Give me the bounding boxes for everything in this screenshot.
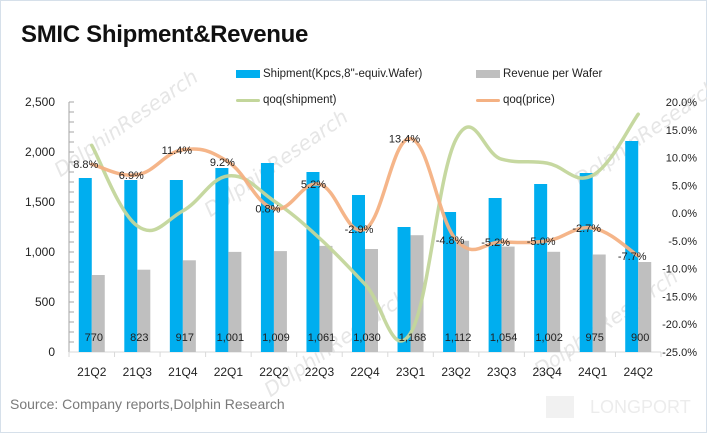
- left-axis-tick-label: 2,500: [25, 95, 55, 109]
- bar-revenue: [228, 251, 242, 352]
- data-label-qoq-price: 5.2%: [301, 179, 326, 191]
- line-qoq-price: [90, 136, 640, 258]
- data-label-qoq-price: -5.2%: [481, 237, 510, 249]
- bar-revenue: [456, 240, 470, 352]
- data-label-revenue: 770: [85, 332, 103, 344]
- data-label-qoq-price: 8.8%: [73, 159, 98, 171]
- legend-swatch-revenue: [476, 70, 500, 78]
- x-axis-tick-label: 22Q1: [214, 365, 244, 379]
- bar-revenue: [365, 249, 378, 352]
- bar-shipment: [78, 178, 92, 352]
- data-label-qoq-price: -4.8%: [436, 235, 465, 247]
- left-axis-tick-label: 2,000: [25, 145, 55, 159]
- left-axis-tick-label: 0: [48, 345, 55, 359]
- legend-label-qoq-shipment: qoq(shipment): [263, 94, 337, 106]
- data-label-qoq-price: 0.8%: [255, 204, 280, 216]
- right-axis-tick-label: 0.0%: [672, 208, 697, 220]
- bar-shipment: [488, 198, 502, 352]
- data-label-revenue: 900: [631, 332, 649, 344]
- legend-label-qoq-price: qoq(price): [503, 94, 555, 106]
- x-axis-tick-label: 23Q3: [487, 365, 517, 379]
- x-axis-tick-label: 24Q2: [624, 365, 654, 379]
- right-axis-tick-label: -5.0%: [668, 236, 697, 248]
- x-axis-tick-label: 22Q4: [350, 365, 380, 379]
- legend-label-revenue: Revenue per Wafer: [503, 68, 603, 80]
- source-note: Source: Company reports,Dolphin Research: [10, 396, 285, 412]
- left-axis-tick-label: 1,000: [25, 245, 55, 259]
- bar-shipment: [443, 212, 457, 352]
- x-axis-tick-label: 21Q4: [168, 365, 198, 379]
- legend-item-shipment: Shipment(Kpcs,8"-equiv.Wafer): [236, 68, 422, 80]
- line-qoq-shipment: [90, 112, 640, 343]
- right-axis-tick-label: -25.0%: [662, 347, 697, 359]
- bar-shipment: [625, 141, 639, 352]
- bar-revenue: [91, 275, 105, 352]
- data-label-qoq-price: 13.4%: [389, 134, 420, 146]
- data-label-revenue: 1,009: [262, 332, 290, 344]
- data-label-revenue: 1,030: [353, 332, 381, 344]
- bar-shipment: [534, 184, 548, 352]
- bar-shipment: [579, 173, 593, 352]
- right-axis-tick-label: -20.0%: [662, 319, 697, 331]
- bar-revenue: [137, 269, 151, 352]
- legend-label-shipment: Shipment(Kpcs,8"-equiv.Wafer): [263, 68, 423, 80]
- x-axis-tick-label: 21Q2: [77, 365, 107, 379]
- data-label-revenue: 1,002: [535, 332, 563, 344]
- x-axis-tick-label: 23Q1: [396, 365, 426, 379]
- bar-revenue: [501, 246, 515, 352]
- data-label-qoq-price: 6.9%: [119, 170, 144, 182]
- bar-shipment: [397, 227, 411, 352]
- data-label-revenue: 1,054: [490, 332, 518, 344]
- right-axis-tick-label: -15.0%: [662, 291, 697, 303]
- legend-item-qoq-price: qoq(price): [476, 94, 555, 106]
- data-label-revenue: 1,061: [308, 332, 336, 344]
- bar-shipment: [169, 180, 183, 352]
- bar-shipment: [260, 163, 274, 352]
- bar-shipment: [124, 180, 138, 352]
- right-axis-tick-label: 15.0%: [666, 125, 697, 137]
- bar-revenue: [182, 260, 196, 352]
- x-axis-tick-label: 23Q4: [532, 365, 562, 379]
- legend-item-qoq-shipment: qoq(shipment): [236, 94, 337, 106]
- bar-revenue: [638, 262, 652, 352]
- legend-swatch-qoq-price: [476, 98, 500, 102]
- data-label-revenue: 1,112: [445, 332, 472, 344]
- bar-revenue: [273, 251, 287, 352]
- x-axis-tick-label: 22Q2: [259, 365, 289, 379]
- right-axis-tick-label: 10.0%: [666, 153, 697, 165]
- chart-title: SMIC Shipment&Revenue: [21, 21, 309, 48]
- legend-swatch-shipment: [236, 70, 260, 78]
- x-axis-tick-label: 21Q3: [123, 365, 153, 379]
- bar-revenue: [592, 254, 606, 352]
- data-label-qoq-price: -5.0%: [527, 236, 556, 248]
- data-label-revenue: 975: [586, 332, 604, 344]
- legend-swatch-qoq-shipment: [236, 98, 260, 102]
- bar-shipment: [306, 172, 320, 352]
- left-axis-tick-label: 500: [35, 295, 55, 309]
- data-label-revenue: 1,168: [399, 332, 427, 344]
- right-axis-tick-label: -10.0%: [662, 264, 697, 276]
- data-label-revenue: 1,001: [217, 332, 245, 344]
- x-axis-tick-label: 23Q2: [441, 365, 471, 379]
- bar-revenue: [319, 245, 333, 352]
- data-label-qoq-price: -2.7%: [572, 223, 601, 235]
- data-label-revenue: 823: [130, 332, 148, 344]
- bar-shipment: [352, 195, 365, 352]
- legend-item-revenue: Revenue per Wafer: [476, 68, 602, 80]
- data-label-qoq-price: 11.4%: [162, 145, 193, 157]
- data-label-revenue: 917: [176, 332, 194, 344]
- right-axis-tick-label: 5.0%: [672, 180, 697, 192]
- bar-shipment: [215, 168, 229, 352]
- bar-revenue: [547, 251, 561, 352]
- x-axis-tick-label: 24Q1: [578, 365, 608, 379]
- data-label-qoq-price: -2.9%: [345, 224, 374, 236]
- left-axis-tick-label: 1,500: [25, 195, 55, 209]
- data-label-qoq-price: -7.7%: [618, 251, 647, 263]
- x-axis-tick-label: 22Q3: [305, 365, 335, 379]
- data-label-qoq-price: 9.2%: [210, 157, 235, 169]
- right-axis-tick-label: 20.0%: [666, 97, 697, 109]
